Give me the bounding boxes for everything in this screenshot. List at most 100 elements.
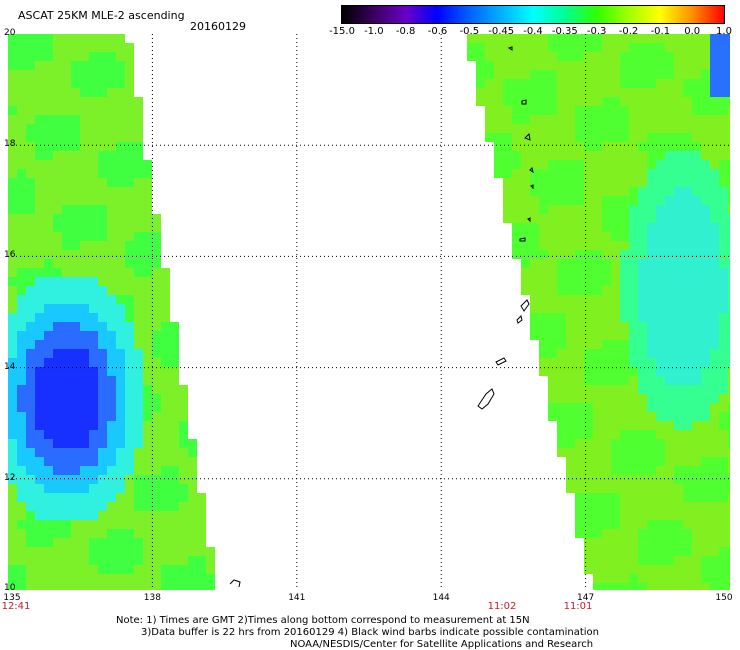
wind-cell (692, 394, 701, 403)
wind-cell (26, 556, 35, 565)
wind-cell (692, 331, 701, 340)
wind-cell (710, 493, 719, 502)
wind-cell (719, 277, 728, 286)
wind-cell (107, 169, 116, 178)
wind-cell (548, 214, 557, 223)
wind-cell (143, 169, 152, 178)
wind-cell (629, 520, 638, 529)
wind-cell (152, 268, 161, 277)
wind-cell (539, 97, 548, 106)
wind-cell (647, 178, 656, 187)
wind-cell (539, 277, 548, 286)
wind-cell (638, 367, 647, 376)
longitude-label: 147 (577, 593, 595, 603)
wind-cell (602, 250, 611, 259)
wind-cell (584, 223, 593, 232)
wind-cell (89, 277, 98, 286)
wind-cell (602, 88, 611, 97)
wind-cell (710, 349, 719, 358)
wind-cell (674, 250, 683, 259)
wind-cell (71, 322, 80, 331)
wind-cell (125, 124, 134, 133)
wind-cell (494, 115, 503, 124)
wind-cell (116, 493, 125, 502)
wind-cell (647, 340, 656, 349)
wind-cell (683, 529, 692, 538)
wind-cell (683, 367, 692, 376)
wind-cell (719, 61, 728, 70)
wind-cell (575, 421, 584, 430)
wind-cell (89, 259, 98, 268)
wind-cell (476, 34, 485, 43)
wind-cell (656, 151, 665, 160)
wind-cell (98, 529, 107, 538)
wind-cell (647, 277, 656, 286)
wind-cell (629, 412, 638, 421)
wind-cell (512, 34, 521, 43)
wind-cell (728, 79, 730, 88)
wind-cell (638, 214, 647, 223)
wind-cell (98, 295, 107, 304)
wind-cell (71, 241, 80, 250)
wind-cell (575, 313, 584, 322)
wind-cell (116, 412, 125, 421)
wind-cell (674, 295, 683, 304)
wind-cell (161, 511, 170, 520)
wind-cell (692, 115, 701, 124)
wind-cell (71, 511, 80, 520)
wind-cell (107, 124, 116, 133)
wind-cell (692, 277, 701, 286)
wind-cell (638, 448, 647, 457)
wind-cell (719, 43, 728, 52)
wind-cell (143, 376, 152, 385)
wind-cell (647, 367, 656, 376)
wind-cell (656, 475, 665, 484)
wind-cell (656, 502, 665, 511)
wind-cell (647, 295, 656, 304)
wind-cell (530, 169, 539, 178)
wind-cell (539, 286, 548, 295)
wind-cell (728, 547, 730, 556)
wind-cell (548, 106, 557, 115)
wind-cell (692, 232, 701, 241)
wind-cell (125, 88, 134, 97)
wind-cell (26, 142, 35, 151)
wind-cell (629, 394, 638, 403)
wind-cell (683, 124, 692, 133)
wind-cell (656, 556, 665, 565)
wind-cell (656, 250, 665, 259)
wind-cell (557, 259, 566, 268)
wind-cell (71, 160, 80, 169)
wind-cell (719, 259, 728, 268)
wind-cell (629, 502, 638, 511)
wind-cell (62, 448, 71, 457)
wind-cell (728, 448, 730, 457)
wind-cell (8, 169, 17, 178)
wind-cell (17, 88, 26, 97)
wind-cell (692, 439, 701, 448)
wind-cell (665, 259, 674, 268)
wind-cell (647, 268, 656, 277)
wind-cell (566, 214, 575, 223)
wind-cell (629, 511, 638, 520)
wind-cell (503, 97, 512, 106)
wind-cell (638, 421, 647, 430)
wind-cell (575, 70, 584, 79)
wind-cell (125, 484, 134, 493)
wind-cell (719, 565, 728, 574)
wind-cell (701, 241, 710, 250)
wind-cell (44, 178, 53, 187)
wind-cell (71, 232, 80, 241)
wind-cell (179, 502, 188, 511)
wind-cell (557, 286, 566, 295)
wind-cell (107, 259, 116, 268)
wind-cell (17, 268, 26, 277)
wind-cell (647, 124, 656, 133)
wind-cell (26, 286, 35, 295)
wind-cell (71, 169, 80, 178)
wind-cell (26, 169, 35, 178)
wind-cell (125, 160, 134, 169)
wind-cell (647, 403, 656, 412)
wind-cell (35, 97, 44, 106)
colorbar-segment (501, 6, 533, 23)
